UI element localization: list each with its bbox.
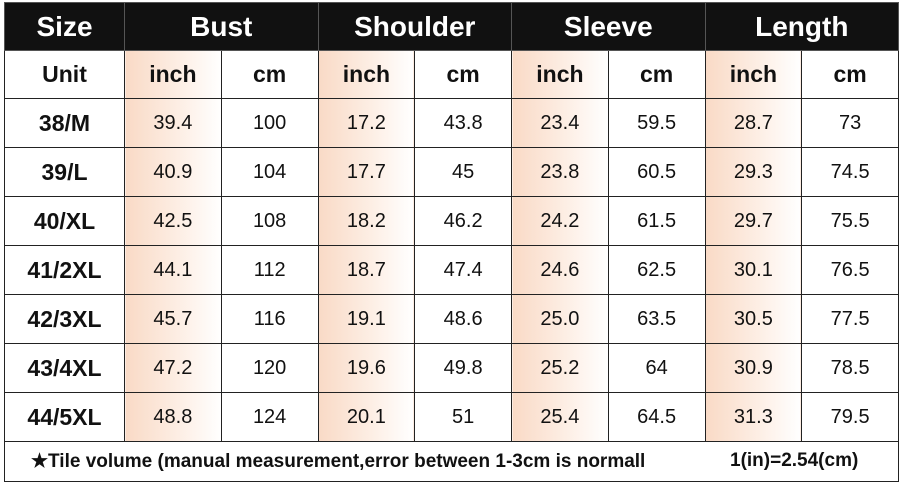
value-cell: 64 — [607, 343, 706, 393]
value-cell: 17.2 — [317, 98, 416, 148]
header-cell: Sleeve — [511, 2, 706, 51]
footer-cell: ★Tile volume (manual measurement,error b… — [3, 441, 900, 482]
value-cell: 45.7 — [124, 294, 222, 344]
value-cell: 29.7 — [704, 196, 803, 246]
value-cell: 120 — [220, 343, 319, 393]
value-cell: 124 — [220, 392, 319, 442]
value-cell: 47.2 — [124, 343, 222, 393]
value-cell: 51 — [414, 392, 513, 442]
value-cell: 30.5 — [704, 294, 803, 344]
value-cell: 79.5 — [801, 392, 900, 442]
unit-cell: cm — [801, 50, 900, 99]
value-cell: 43.8 — [414, 98, 513, 148]
value-cell: 49.8 — [414, 343, 513, 393]
unit-cell: inch — [124, 50, 222, 99]
unit-cell: cm — [220, 50, 319, 99]
unit-cell: inch — [511, 50, 609, 99]
value-cell: 18.2 — [317, 196, 416, 246]
value-cell: 25.2 — [511, 343, 609, 393]
value-cell: 47.4 — [414, 245, 513, 295]
value-cell: 23.8 — [511, 147, 609, 197]
value-cell: 25.0 — [511, 294, 609, 344]
unit-cell: inch — [317, 50, 416, 99]
value-cell: 75.5 — [801, 196, 900, 246]
value-cell: 76.5 — [801, 245, 900, 295]
unit-cell: inch — [704, 50, 803, 99]
unit-cell: cm — [414, 50, 513, 99]
value-cell: 104 — [220, 147, 319, 197]
value-cell: 19.1 — [317, 294, 416, 344]
value-cell: 31.3 — [704, 392, 803, 442]
footer-note: ★Tile volume (manual measurement,error b… — [31, 451, 646, 472]
value-cell: 48.6 — [414, 294, 513, 344]
value-cell: 45 — [414, 147, 513, 197]
value-cell: 48.8 — [124, 392, 222, 442]
size-cell: 38/M — [4, 98, 125, 148]
value-cell: 24.6 — [511, 245, 609, 295]
value-cell: 61.5 — [607, 196, 706, 246]
value-cell: 44.1 — [124, 245, 222, 295]
size-table: Size Bust Shoulder Sleeve Length Unit inch cm in… — [3, 2, 900, 482]
footer-conversion: 1(in)=2.54(cm) — [730, 450, 859, 471]
data-row: 38/M 39.4 100 17.2 43.8 23.4 59.5 28.7 73 — [4, 98, 900, 148]
unit-row: Unit inch cm inch cm inch cm inch cm — [4, 50, 900, 99]
size-cell: 40/XL — [4, 196, 125, 246]
header-cell: Size — [4, 2, 125, 51]
data-row: 44/5XL 48.8 124 20.1 51 25.4 64.5 31.3 79.5 — [4, 392, 900, 442]
size-cell: 42/3XL — [4, 294, 125, 344]
data-row: 39/L 40.9 104 17.7 45 23.8 60.5 29.3 74.5 — [4, 147, 900, 197]
value-cell: 18.7 — [317, 245, 416, 295]
value-cell: 63.5 — [607, 294, 706, 344]
value-cell: 73 — [801, 98, 900, 148]
value-cell: 100 — [220, 98, 319, 148]
value-cell: 30.1 — [704, 245, 803, 295]
value-cell: 46.2 — [414, 196, 513, 246]
header-cell: Length — [704, 2, 900, 51]
value-cell: 28.7 — [704, 98, 803, 148]
size-cell: 39/L — [4, 147, 125, 197]
value-cell: 29.3 — [704, 147, 803, 197]
header-cell: Bust — [124, 2, 319, 51]
size-cell: 43/4XL — [4, 343, 125, 393]
value-cell: 59.5 — [607, 98, 706, 148]
value-cell: 62.5 — [607, 245, 706, 295]
size-chart: Size Bust Shoulder Sleeve Length Unit inch cm in… — [3, 2, 900, 482]
value-cell: 40.9 — [124, 147, 222, 197]
value-cell: 20.1 — [317, 392, 416, 442]
value-cell: 112 — [220, 245, 319, 295]
value-cell: 60.5 — [607, 147, 706, 197]
data-row: 43/4XL 47.2 120 19.6 49.8 25.2 64 30.9 78.5 — [4, 343, 900, 393]
data-row: 42/3XL 45.7 116 19.1 48.6 25.0 63.5 30.5 77.5 — [4, 294, 900, 344]
header-row: Size Bust Shoulder Sleeve Length — [4, 2, 900, 51]
value-cell: 30.9 — [704, 343, 803, 393]
unit-cell: cm — [607, 50, 706, 99]
value-cell: 17.7 — [317, 147, 416, 197]
value-cell: 116 — [220, 294, 319, 344]
value-cell: 74.5 — [801, 147, 900, 197]
footer-row: ★Tile volume (manual measurement,error b… — [3, 441, 900, 482]
value-cell: 23.4 — [511, 98, 609, 148]
value-cell: 25.4 — [511, 392, 609, 442]
size-cell: 41/2XL — [4, 245, 125, 295]
value-cell: 64.5 — [607, 392, 706, 442]
value-cell: 78.5 — [801, 343, 900, 393]
value-cell: 42.5 — [124, 196, 222, 246]
value-cell: 108 — [220, 196, 319, 246]
value-cell: 19.6 — [317, 343, 416, 393]
value-cell: 77.5 — [801, 294, 900, 344]
size-cell: 44/5XL — [4, 392, 125, 442]
value-cell: 39.4 — [124, 98, 222, 148]
header-cell: Shoulder — [317, 2, 513, 51]
unit-cell: Unit — [4, 50, 125, 99]
data-row: 40/XL 42.5 108 18.2 46.2 24.2 61.5 29.7 75.5 — [4, 196, 900, 246]
value-cell: 24.2 — [511, 196, 609, 246]
data-row: 41/2XL 44.1 112 18.7 47.4 24.6 62.5 30.1 76.5 — [4, 245, 900, 295]
